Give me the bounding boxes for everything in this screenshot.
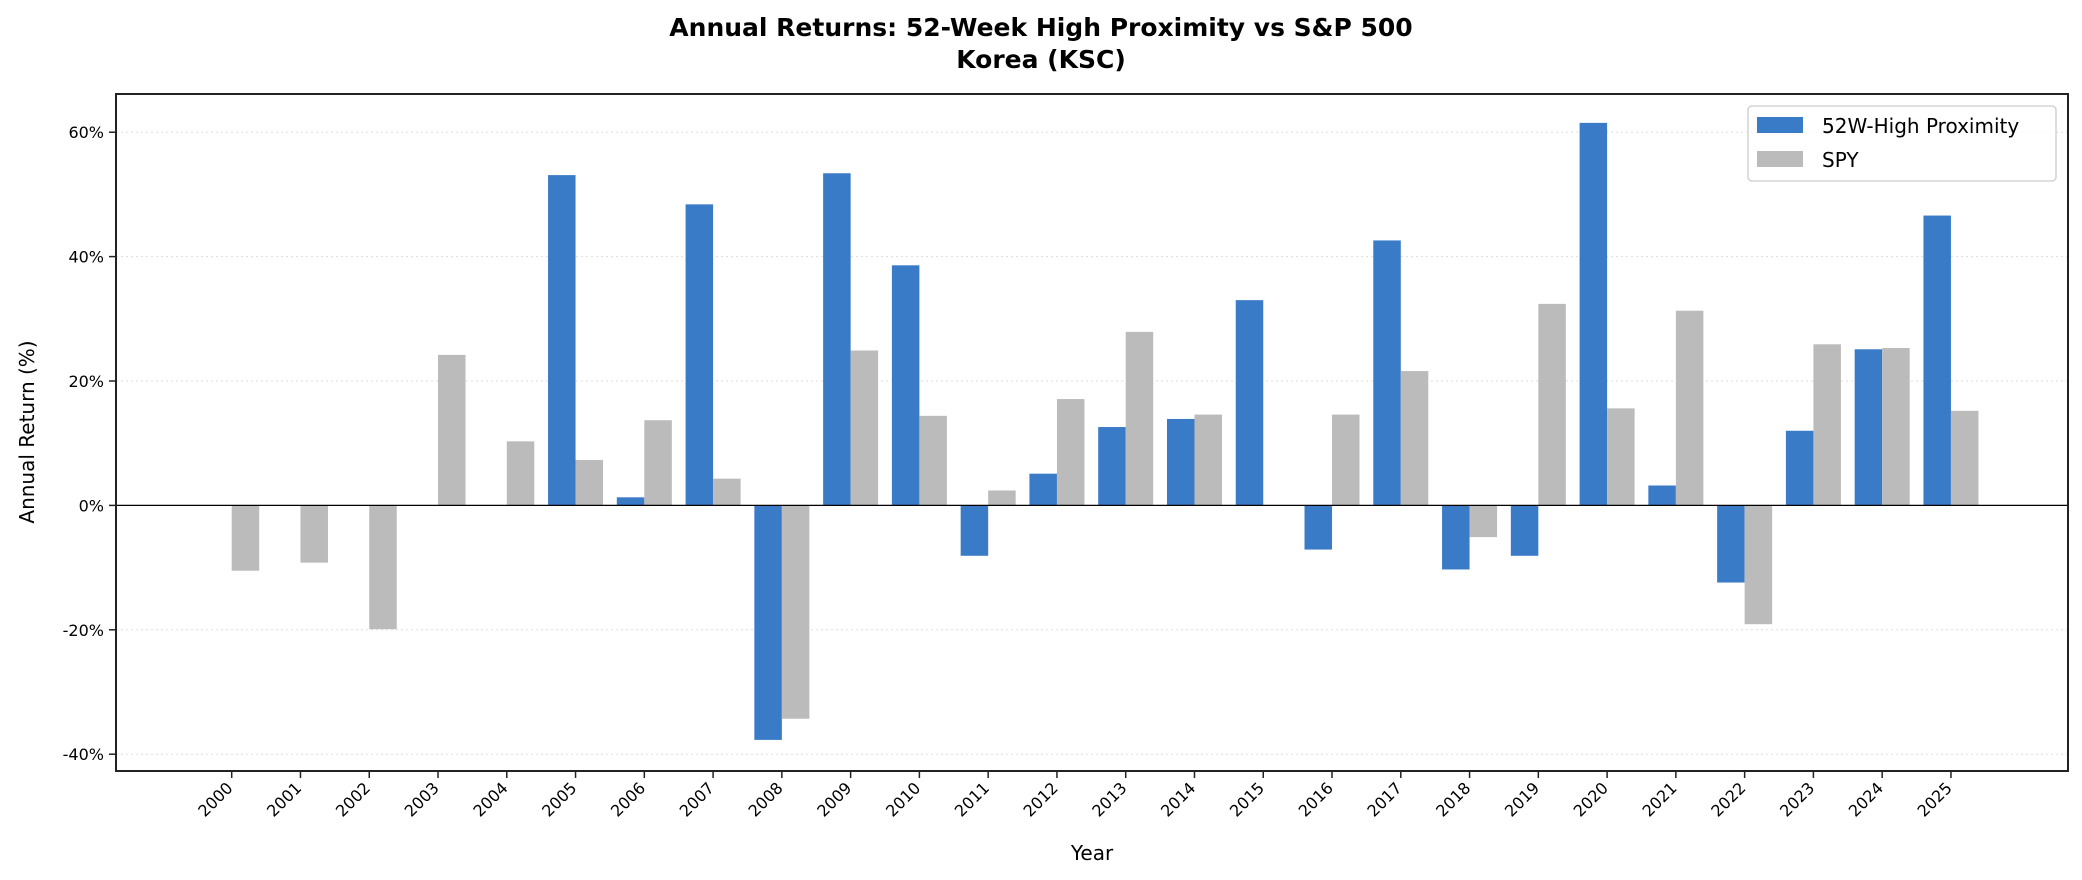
bar-52w-high-2015 (1235, 300, 1264, 506)
bar-52w-high-2023 (1785, 430, 1814, 506)
bar-spy-2020 (1607, 408, 1635, 506)
x-tick-label: 2011 (951, 778, 993, 820)
bar-spy-2002 (369, 505, 397, 630)
legend-swatch-52w-high (1757, 117, 1803, 133)
bar-spy-2003 (438, 354, 466, 506)
chart-subtitle: Korea (KSC) (956, 45, 1126, 74)
chart-title: Annual Returns: 52-Week High Proximity v… (669, 13, 1412, 42)
x-tick-label: 2013 (1088, 778, 1130, 820)
x-tick-label: 2020 (1570, 778, 1612, 820)
x-tick-label: 2008 (744, 778, 786, 820)
bar-52w-high-2017 (1373, 240, 1401, 506)
plot-frame (115, 93, 2069, 772)
x-tick-label: 2024 (1845, 778, 1887, 820)
bar-spy-2025 (1950, 410, 1979, 506)
bar-spy-2004 (506, 441, 535, 506)
bar-52w-high-2008 (754, 505, 782, 740)
bar-52w-high-2010 (891, 265, 920, 506)
bar-spy-2000 (231, 505, 260, 571)
y-axis-label: Annual Return (%) (15, 340, 39, 523)
bar-spy-2009 (850, 350, 879, 506)
bar-spy-2007 (713, 478, 741, 506)
bar-52w-high-2018 (1442, 505, 1470, 570)
x-tick-label: 2015 (1226, 778, 1268, 820)
x-tick-label: 2007 (676, 778, 718, 820)
bar-spy-2013 (1125, 331, 1154, 506)
bar-52w-high-2024 (1854, 349, 1883, 506)
bar-52w-high-2013 (1098, 427, 1126, 506)
x-axis-ticks: 2000 2001 2002 2003 2004 2005 2006 2007 2008 2009… (194, 771, 1956, 821)
bar-spy-2005 (575, 459, 604, 506)
x-tick-label: 2003 (401, 778, 443, 820)
x-tick-label: 2019 (1501, 778, 1543, 820)
x-tick-label: 2006 (607, 778, 649, 820)
bar-52w-high-2014 (1166, 418, 1195, 506)
bar-52w-high-2012 (1029, 473, 1057, 506)
legend: 52W-High Proximity SPY (1747, 105, 2057, 182)
x-tick-label: 2002 (332, 778, 374, 820)
bar-52w-high-2009 (823, 173, 851, 506)
bar-52w-high-2025 (1923, 215, 1951, 506)
y-tick-label: -40% (63, 745, 104, 764)
x-tick-label: 2018 (1432, 778, 1474, 820)
bar-spy-2017 (1400, 371, 1429, 506)
x-tick-label: 2009 (813, 778, 855, 820)
legend-swatch-spy (1757, 151, 1803, 167)
bar-52w-high-2022 (1717, 505, 1745, 583)
bar-52w-high-2016 (1304, 505, 1333, 550)
legend-box (1747, 105, 2057, 182)
bar-spy-2016 (1332, 414, 1360, 506)
bar-spy-2024 (1882, 348, 1910, 506)
bar-spy-2010 (919, 415, 947, 506)
legend-label-spy: SPY (1822, 148, 1859, 172)
bar-spy-2011 (988, 490, 1016, 506)
x-tick-label: 2022 (1707, 778, 1749, 820)
y-tick-label: 0% (79, 496, 104, 515)
y-tick-label: -20% (63, 621, 104, 640)
bar-spy-2022 (1744, 505, 1773, 625)
x-tick-label: 2017 (1363, 778, 1405, 820)
bar-spy-2019 (1538, 303, 1566, 506)
bar-52w-high-2021 (1648, 485, 1676, 506)
x-tick-label: 2016 (1295, 778, 1337, 820)
bar-spy-2006 (644, 420, 672, 506)
x-tick-label: 2021 (1638, 778, 1680, 820)
bar-52w-high-2011 (960, 505, 989, 556)
legend-label-52w-high: 52W-High Proximity (1822, 114, 2019, 138)
bars (231, 122, 1979, 740)
x-tick-label: 2025 (1914, 778, 1956, 820)
y-axis-ticks: -40% -20% 0% 20% 40% 60% (63, 123, 116, 764)
y-tick-label: 60% (68, 123, 104, 142)
bar-52w-high-2007 (685, 204, 714, 506)
bar-spy-2014 (1194, 414, 1222, 506)
bar-52w-high-2005 (548, 175, 576, 506)
y-tick-label: 20% (68, 372, 104, 391)
gridlines (116, 131, 2068, 755)
bar-spy-2008 (781, 505, 810, 719)
bar-spy-2021 (1675, 310, 1704, 506)
y-tick-label: 40% (68, 248, 104, 267)
x-tick-label: 2004 (469, 778, 511, 820)
bar-spy-2018 (1469, 505, 1498, 538)
x-tick-label: 2000 (194, 778, 236, 820)
x-tick-label: 2001 (263, 778, 305, 820)
bar-52w-high-2020 (1579, 122, 1608, 506)
bar-52w-high-2006 (616, 497, 645, 506)
x-tick-label: 2014 (1157, 778, 1199, 820)
bar-52w-high-2019 (1510, 505, 1539, 556)
x-tick-label: 2010 (882, 778, 924, 820)
x-tick-label: 2023 (1776, 778, 1818, 820)
bar-spy-2023 (1813, 344, 1841, 506)
bar-spy-2001 (300, 505, 328, 563)
x-tick-label: 2012 (1020, 778, 1062, 820)
bar-spy-2012 (1056, 399, 1085, 506)
x-tick-label: 2005 (538, 778, 580, 820)
x-axis-label: Year (1070, 841, 1114, 865)
